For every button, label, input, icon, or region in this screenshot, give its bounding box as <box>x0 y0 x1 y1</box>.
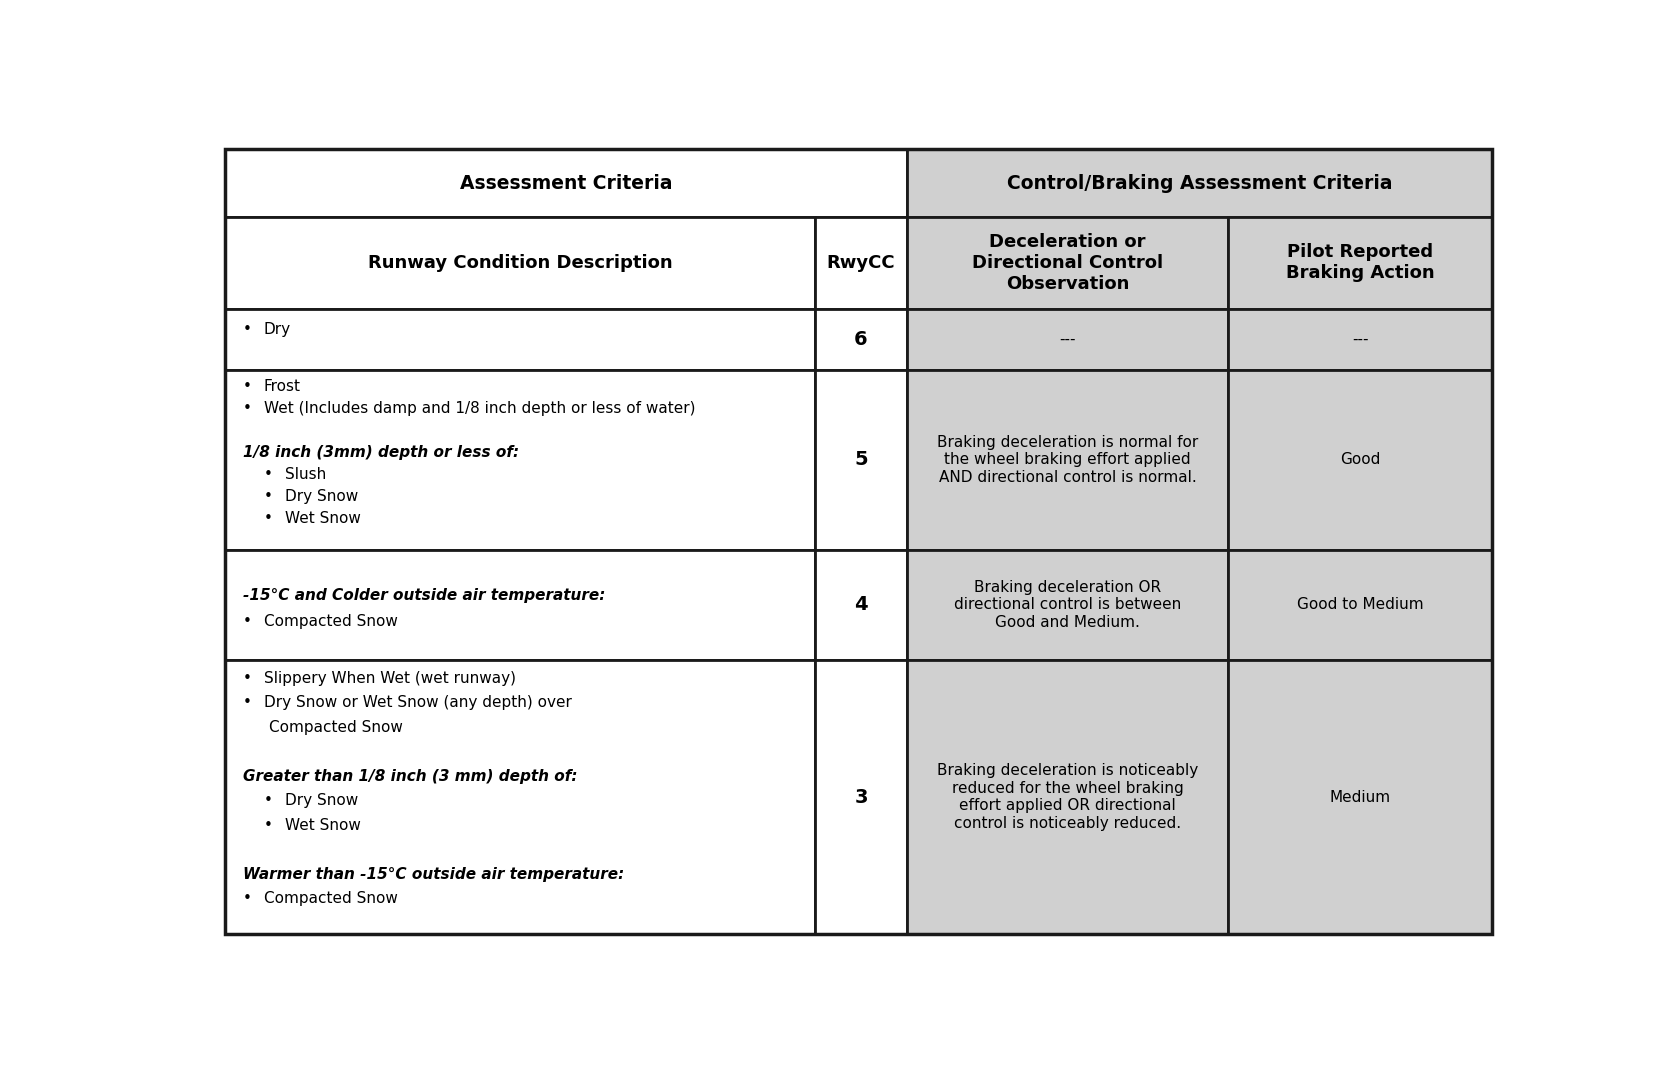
Text: Medium: Medium <box>1330 790 1390 805</box>
Text: •: • <box>265 467 273 482</box>
Bar <box>906 660 1228 935</box>
Text: Braking deceleration is noticeably
reduced for the wheel braking
effort applied : Braking deceleration is noticeably reduc… <box>936 764 1198 831</box>
Text: ---: --- <box>1059 332 1075 347</box>
Bar <box>224 370 816 550</box>
Bar <box>816 370 906 550</box>
Bar <box>816 217 906 309</box>
Bar <box>906 370 1228 550</box>
Text: Compacted Snow: Compacted Snow <box>265 615 397 630</box>
Text: •: • <box>243 671 251 686</box>
Text: •: • <box>243 401 251 416</box>
Text: 3: 3 <box>854 788 868 807</box>
Text: Runway Condition Description: Runway Condition Description <box>368 254 672 271</box>
Text: Compacted Snow: Compacted Snow <box>265 892 397 907</box>
Text: •: • <box>265 818 273 833</box>
Bar <box>224 309 816 370</box>
Text: 6: 6 <box>854 329 868 349</box>
Text: •: • <box>265 793 273 808</box>
Bar <box>906 149 1492 217</box>
Bar <box>816 660 906 935</box>
Bar <box>1228 309 1492 370</box>
Text: -15°C and Colder outside air temperature:: -15°C and Colder outside air temperature… <box>243 588 605 603</box>
Text: 5: 5 <box>854 451 868 470</box>
Text: Pilot Reported
Braking Action: Pilot Reported Braking Action <box>1286 244 1434 282</box>
Bar <box>224 550 816 660</box>
Bar <box>1228 217 1492 309</box>
Text: Dry Snow or Wet Snow (any depth) over: Dry Snow or Wet Snow (any depth) over <box>265 695 571 710</box>
Text: Braking deceleration OR
directional control is between
Good and Medium.: Braking deceleration OR directional cont… <box>953 580 1181 630</box>
Text: •: • <box>243 892 251 907</box>
Text: 1/8 inch (3mm) depth or less of:: 1/8 inch (3mm) depth or less of: <box>243 445 519 459</box>
Bar <box>1228 370 1492 550</box>
Text: Wet Snow: Wet Snow <box>285 511 360 526</box>
Text: •: • <box>243 695 251 710</box>
Text: 4: 4 <box>854 596 868 615</box>
Text: •: • <box>243 615 251 630</box>
Bar <box>224 217 816 309</box>
Text: Dry: Dry <box>265 322 291 337</box>
Bar <box>1228 550 1492 660</box>
Text: Wet (Includes damp and 1/8 inch depth or less of water): Wet (Includes damp and 1/8 inch depth or… <box>265 401 695 416</box>
Bar <box>906 309 1228 370</box>
Text: Slippery When Wet (wet runway): Slippery When Wet (wet runway) <box>265 671 516 686</box>
Text: Assessment Criteria: Assessment Criteria <box>459 174 672 193</box>
Text: Dry Snow: Dry Snow <box>285 793 358 808</box>
Text: •: • <box>243 322 251 337</box>
Bar <box>816 550 906 660</box>
Text: Compacted Snow: Compacted Snow <box>270 720 404 735</box>
Text: •: • <box>243 379 251 394</box>
Text: Dry Snow: Dry Snow <box>285 488 358 503</box>
Text: Control/Braking Assessment Criteria: Control/Braking Assessment Criteria <box>1007 174 1392 193</box>
Text: Greater than 1/8 inch (3 mm) depth of:: Greater than 1/8 inch (3 mm) depth of: <box>243 768 578 783</box>
Bar <box>224 660 816 935</box>
Text: ---: --- <box>1352 332 1368 347</box>
Text: Warmer than -15°C outside air temperature:: Warmer than -15°C outside air temperatur… <box>243 867 625 882</box>
Text: Slush: Slush <box>285 467 327 482</box>
Text: •: • <box>265 511 273 526</box>
Text: Good: Good <box>1340 453 1380 468</box>
Bar <box>906 550 1228 660</box>
Text: Frost: Frost <box>265 379 301 394</box>
Text: RwyCC: RwyCC <box>827 254 894 271</box>
Bar <box>906 217 1228 309</box>
Bar <box>816 309 906 370</box>
Text: Deceleration or
Directional Control
Observation: Deceleration or Directional Control Obse… <box>971 233 1162 293</box>
Text: Good to Medium: Good to Medium <box>1296 598 1424 613</box>
Bar <box>1228 660 1492 935</box>
Bar <box>224 149 906 217</box>
Text: •: • <box>265 488 273 503</box>
Text: Braking deceleration is normal for
the wheel braking effort applied
AND directio: Braking deceleration is normal for the w… <box>936 435 1198 485</box>
Text: Wet Snow: Wet Snow <box>285 818 360 833</box>
